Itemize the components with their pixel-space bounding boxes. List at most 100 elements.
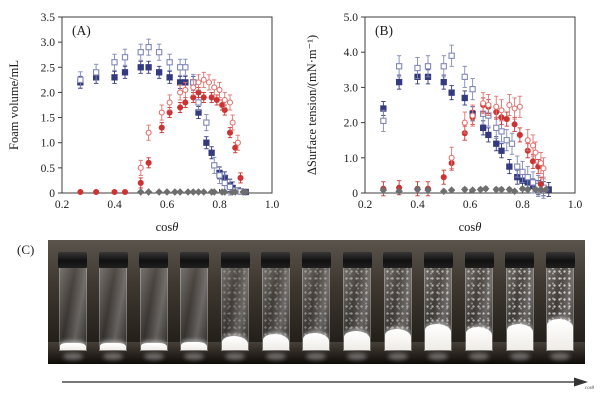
vial-cap: [423, 252, 453, 268]
marker: [221, 106, 228, 114]
marker: [395, 78, 403, 86]
vial-cap: [139, 252, 169, 268]
marker: [506, 163, 513, 170]
vial-cap: [464, 252, 494, 268]
marker: [448, 89, 455, 96]
marker: [137, 179, 144, 186]
y-tick-label: 2.0: [41, 87, 56, 99]
x-tick-label: 0.6: [160, 199, 175, 211]
vial-reflection: [103, 353, 124, 360]
vial-reflection: [143, 353, 164, 360]
marker: [226, 183, 234, 191]
vial-glass: [465, 268, 494, 351]
vial-cap: [179, 252, 209, 268]
marker: [158, 109, 165, 116]
vials-photo: [48, 240, 585, 364]
vial-8: [342, 252, 373, 360]
marker: [77, 188, 84, 196]
marker: [379, 186, 388, 194]
x-tick-label: 0.6: [463, 199, 478, 211]
marker: [176, 64, 184, 71]
marker: [531, 185, 540, 194]
vial-4: [179, 252, 210, 360]
vial-reflection: [387, 353, 408, 360]
vial-glass: [383, 268, 412, 351]
increasing-arrow-icon: [62, 377, 588, 387]
marker: [482, 185, 490, 193]
marker: [203, 139, 210, 146]
marker: [503, 116, 510, 123]
marker: [540, 165, 547, 172]
foam-layer: [222, 335, 249, 350]
marker: [190, 94, 197, 101]
vial-5: [220, 252, 251, 360]
y-tick-label: 2.5: [41, 62, 56, 74]
marker: [166, 59, 173, 66]
marker: [158, 124, 165, 131]
marker: [195, 89, 202, 96]
marker: [516, 103, 523, 110]
x-tick-label: 1.0: [265, 199, 280, 211]
marker: [163, 188, 171, 196]
marker: [510, 187, 519, 195]
marker: [111, 74, 118, 81]
marker: [542, 185, 550, 194]
panel-b: 0.2 0.4 0.6 0.8 1.0 0 1.0 2.0 3.0 4.0 5.0 cosθ ΔSurf…: [303, 2, 602, 237]
marker: [176, 188, 184, 196]
marker: [195, 99, 202, 106]
y-tick-label: 3.5: [41, 12, 56, 24]
vial-glass: [180, 268, 209, 351]
marker: [155, 69, 163, 76]
x-tick-label: 0.4: [107, 199, 122, 211]
marker: [166, 109, 173, 116]
marker: [216, 172, 223, 179]
marker: [380, 117, 387, 124]
vial-cap: [220, 252, 250, 268]
marker: [537, 160, 544, 167]
vial-glass: [302, 268, 331, 351]
vial-cap: [301, 252, 331, 268]
marker: [476, 185, 485, 194]
foam-layer: [547, 319, 574, 350]
marker: [505, 185, 514, 194]
y-tick-label: 3.0: [344, 82, 359, 94]
plot-frame: [61, 16, 273, 194]
marker: [511, 121, 518, 128]
x-tick-label: 0.2: [55, 199, 70, 211]
marker: [208, 94, 215, 101]
marker: [498, 147, 505, 154]
marker: [190, 84, 197, 91]
marker: [485, 131, 492, 139]
vial-3: [138, 252, 169, 360]
vial-reflection: [306, 353, 327, 360]
vial-11: [464, 252, 495, 360]
marker: [92, 69, 100, 76]
marker: [195, 79, 202, 86]
marker: [414, 64, 421, 72]
x-tick-label: 0.2: [358, 199, 373, 211]
y-axis-label: Foam volume/mL: [7, 60, 21, 150]
marker: [469, 86, 476, 93]
marker: [532, 149, 539, 156]
marker: [200, 188, 208, 196]
marker: [511, 105, 518, 112]
marker: [440, 187, 448, 195]
series-diamonds: [379, 185, 550, 195]
marker: [524, 137, 531, 144]
marker: [208, 149, 215, 156]
vial-reflection: [225, 353, 246, 360]
vial-reflection: [550, 353, 571, 360]
marker: [137, 188, 145, 196]
y-tick-label: 4.0: [344, 47, 359, 59]
marker: [480, 100, 487, 107]
marker: [395, 187, 403, 195]
y-tick-label: 0.5: [41, 163, 56, 175]
series-filled-circles: [380, 97, 544, 197]
chart-b-surface-tension: 0.2 0.4 0.6 0.8 1.0 0 1.0 2.0 3.0 4.0 5.0 cosθ ΔSurf…: [305, 12, 582, 234]
marker: [234, 139, 241, 146]
marker: [166, 74, 173, 81]
vial-reflection: [509, 353, 530, 360]
marker: [226, 129, 234, 136]
vial-2: [98, 252, 129, 360]
marker: [498, 107, 505, 114]
